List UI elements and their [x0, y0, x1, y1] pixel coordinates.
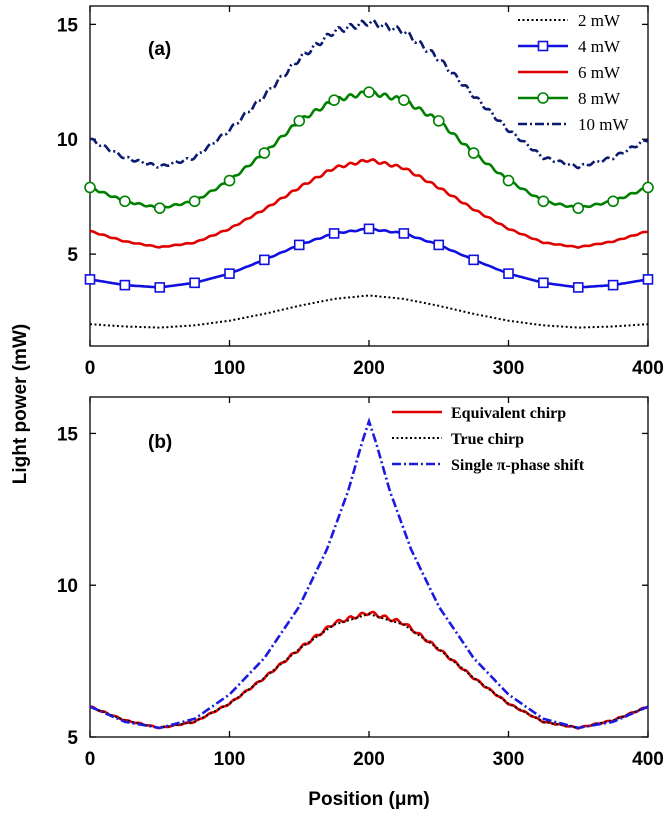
- panel-b-label: (b): [148, 432, 172, 453]
- panel-a-x-ticks: 0 100 200 300 400: [85, 6, 664, 379]
- legend-marker-circle: [537, 92, 549, 104]
- data-point-square: [328, 228, 340, 239]
- x-tick-label: 200: [353, 749, 385, 770]
- x-tick-label: 100: [214, 358, 246, 379]
- x-tick-label: 300: [493, 358, 525, 379]
- legend-label: Single π-phase shift: [451, 457, 585, 474]
- data-point-square: [84, 274, 96, 285]
- panel-a-label: (a): [148, 39, 171, 60]
- x-tick-label: 400: [632, 358, 664, 379]
- data-point-square: [642, 274, 654, 285]
- data-point-circle: [119, 195, 131, 208]
- data-point-circle: [467, 147, 480, 159]
- panel-a-legend: 2 mW 4 mW 6 mW 8 mW 10 mW: [518, 11, 629, 134]
- data-point-circle: [293, 115, 306, 127]
- panel-b-legend: Equivalent chirp True chirp Single π-phase…: [392, 405, 585, 474]
- data-point-square: [398, 228, 410, 239]
- data-point-circle: [502, 174, 515, 187]
- data-point-square: [538, 277, 549, 289]
- data-point-square: [189, 277, 200, 289]
- data-point-circle: [398, 94, 410, 106]
- x-axis-title: Position (μm): [308, 789, 429, 810]
- y-tick-label: 5: [67, 245, 78, 266]
- y-axis-title: Light power (mW): [10, 324, 31, 484]
- legend-label: 6 mW: [578, 63, 621, 82]
- series-line-6-mw: [89, 158, 649, 249]
- data-point-square: [119, 279, 131, 291]
- series-line-8-mw: [89, 89, 649, 211]
- legend-label: Equivalent chirp: [451, 405, 566, 422]
- data-point-square: [433, 239, 445, 251]
- x-tick-label: 300: [493, 749, 525, 770]
- y-tick-label: 15: [57, 15, 79, 36]
- data-point-square: [363, 223, 375, 235]
- data-point-circle: [84, 181, 96, 194]
- legend-label: 8 mW: [578, 89, 621, 108]
- y-tick-label: 5: [67, 728, 78, 749]
- y-tick-label: 10: [57, 130, 78, 151]
- panel-a-plot-frame: [89, 5, 649, 347]
- panel-b: 0 100 200 300 400 5 10 15 (b) Equivalent chirp…: [57, 396, 664, 770]
- series-line-true-chirp: [89, 613, 649, 729]
- x-tick-label: 0: [85, 358, 96, 379]
- data-point-circle: [153, 202, 166, 214]
- data-point-square: [503, 268, 514, 279]
- data-point-square: [154, 282, 166, 293]
- data-point-circle: [223, 174, 236, 187]
- legend-label: 4 mW: [578, 37, 621, 56]
- legend-label: True chirp: [451, 431, 524, 448]
- data-point-circle: [432, 115, 445, 127]
- panel-a: 0 100 200 300 400 5 10 15 (a) 2 mW 4 mW 6 mW 8 mW…: [57, 5, 664, 379]
- legend-marker-square: [537, 40, 549, 52]
- panel-b-x-ticks: 0 100 200 300 400: [85, 397, 664, 770]
- data-point-square: [293, 239, 305, 251]
- panel-b-y-ticks: 5 10 15: [57, 424, 648, 749]
- data-point-square: [259, 254, 270, 266]
- series-line-equivalent-chirp: [89, 610, 649, 730]
- data-point-square: [572, 282, 584, 293]
- data-point-circle: [258, 147, 271, 159]
- legend-label: 2 mW: [578, 11, 621, 30]
- data-point-square: [468, 254, 479, 266]
- x-tick-label: 100: [214, 749, 246, 770]
- series-line-2-mw: [89, 294, 649, 329]
- y-tick-label: 15: [57, 424, 79, 445]
- data-point-square: [224, 268, 235, 279]
- series-line-10-mw: [89, 18, 649, 170]
- y-tick-label: 10: [57, 576, 78, 597]
- data-point-circle: [328, 94, 340, 106]
- panel-a-series-group: [84, 18, 654, 329]
- data-point-circle: [607, 195, 619, 208]
- legend-label: 10 mW: [578, 115, 629, 134]
- x-tick-label: 200: [353, 358, 385, 379]
- data-point-circle: [642, 181, 654, 194]
- series-line-single-phase-shift: [89, 417, 649, 730]
- data-point-circle: [537, 195, 550, 208]
- panel-a-y-ticks: 5 10 15: [57, 15, 648, 266]
- data-point-circle: [363, 86, 375, 98]
- panel-b-series-group: [89, 417, 649, 730]
- x-tick-label: 0: [85, 749, 96, 770]
- panel-b-plot-frame: [89, 396, 649, 738]
- data-point-square: [607, 279, 619, 291]
- data-point-circle: [572, 202, 585, 214]
- data-point-circle: [188, 195, 201, 208]
- series-line-4-mw: [89, 227, 649, 289]
- x-tick-label: 400: [632, 749, 664, 770]
